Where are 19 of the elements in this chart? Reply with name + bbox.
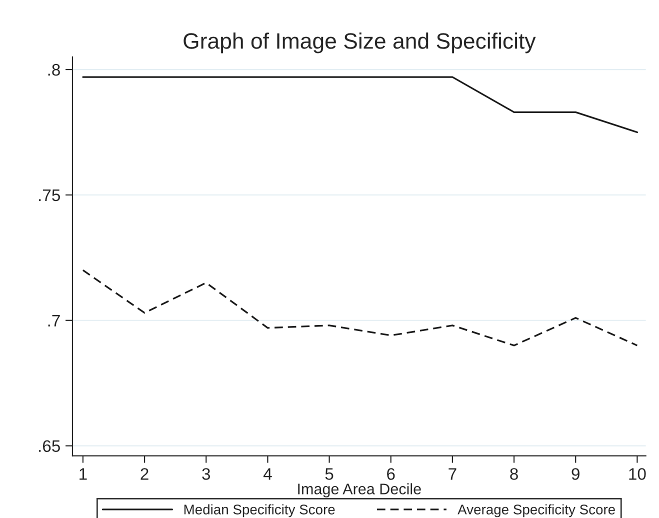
x-axis-title: Image Area Decile [298,483,421,498]
x-tick-label: 5 [325,468,334,480]
x-tick-label: 6 [387,468,395,480]
x-tick-label: 8 [510,468,518,480]
y-tick-label: .7 [48,314,60,326]
x-tick-label: 3 [202,468,210,480]
x-tick-label: 4 [263,468,272,480]
x-tick-label: 7 [448,468,456,480]
x-tick-label: 10 [629,468,646,480]
y-tick-label: .8 [48,64,60,76]
y-tick-label: .65 [39,440,60,452]
legend-label: Median Specificity Score [184,504,335,518]
legend-label: Average Specificity Score [458,504,615,518]
x-tick-label: 1 [80,468,87,480]
chart-title: Graph of Image Size and Specificity [184,32,536,54]
y-tick-label: .75 [39,190,60,202]
line-series [82,269,638,346]
x-tick-label: 9 [572,468,580,480]
x-tick-label: 2 [140,468,148,480]
